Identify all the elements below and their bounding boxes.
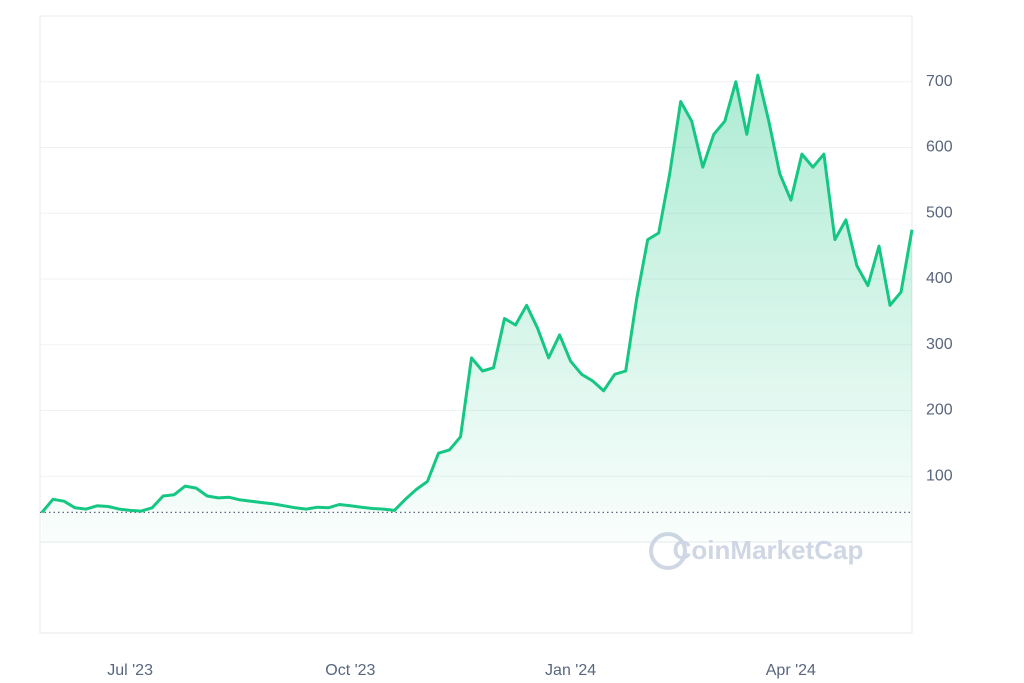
y-tick-label: 500: [926, 204, 953, 221]
x-tick-label: Jan '24: [545, 662, 596, 679]
y-tick-label: 700: [926, 73, 953, 90]
y-tick-label: 200: [926, 402, 953, 419]
price-area: [42, 75, 912, 542]
x-tick-label: Oct '23: [325, 662, 375, 679]
x-tick-label: Apr '24: [766, 662, 816, 679]
y-tick-label: 100: [926, 467, 953, 484]
y-tick-label: 400: [926, 270, 953, 287]
price-line: [40, 73, 914, 514]
x-tick-label: Jul '23: [107, 662, 153, 679]
y-tick-label: 600: [926, 139, 953, 156]
y-tick-label: 300: [926, 336, 953, 353]
